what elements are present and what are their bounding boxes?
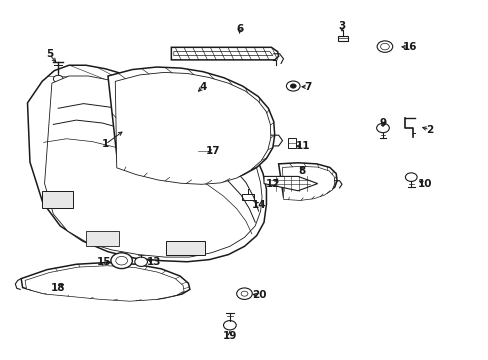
Circle shape (405, 173, 416, 181)
Polygon shape (278, 163, 336, 198)
Circle shape (376, 41, 392, 52)
Polygon shape (264, 176, 317, 191)
Text: 12: 12 (265, 179, 280, 189)
Text: 2: 2 (426, 125, 432, 135)
Text: 19: 19 (222, 331, 237, 341)
Text: 8: 8 (298, 166, 305, 176)
Circle shape (223, 320, 236, 330)
Polygon shape (198, 148, 207, 154)
Text: 17: 17 (205, 146, 220, 156)
Polygon shape (173, 51, 272, 55)
Text: 9: 9 (379, 118, 386, 128)
Text: 1: 1 (102, 139, 109, 149)
Polygon shape (44, 76, 262, 257)
Circle shape (290, 84, 296, 88)
Text: 18: 18 (51, 283, 65, 293)
Text: 14: 14 (251, 200, 266, 210)
Text: 13: 13 (147, 257, 161, 267)
Text: 15: 15 (97, 257, 112, 267)
Polygon shape (242, 194, 254, 200)
Polygon shape (21, 262, 189, 300)
Circle shape (135, 257, 147, 266)
Polygon shape (86, 231, 119, 246)
Polygon shape (115, 72, 270, 184)
Text: 11: 11 (295, 141, 309, 151)
Circle shape (241, 291, 247, 296)
Circle shape (286, 81, 300, 91)
Polygon shape (171, 47, 278, 60)
Polygon shape (288, 138, 295, 148)
Circle shape (236, 288, 252, 300)
Polygon shape (27, 65, 266, 262)
Text: 4: 4 (199, 82, 206, 92)
Text: 16: 16 (402, 42, 417, 52)
Polygon shape (42, 192, 73, 208)
Circle shape (53, 75, 63, 82)
Text: 7: 7 (304, 82, 311, 92)
Circle shape (380, 43, 388, 50)
Text: 6: 6 (236, 24, 243, 35)
Circle shape (116, 256, 127, 265)
Text: 3: 3 (338, 21, 345, 31)
Text: 10: 10 (417, 179, 431, 189)
Circle shape (376, 123, 388, 133)
Polygon shape (282, 166, 334, 201)
Text: 5: 5 (46, 49, 53, 59)
Circle shape (111, 253, 132, 269)
Text: 20: 20 (251, 291, 266, 301)
Polygon shape (337, 36, 347, 41)
Polygon shape (166, 241, 205, 255)
Polygon shape (25, 266, 183, 301)
Polygon shape (108, 67, 274, 181)
